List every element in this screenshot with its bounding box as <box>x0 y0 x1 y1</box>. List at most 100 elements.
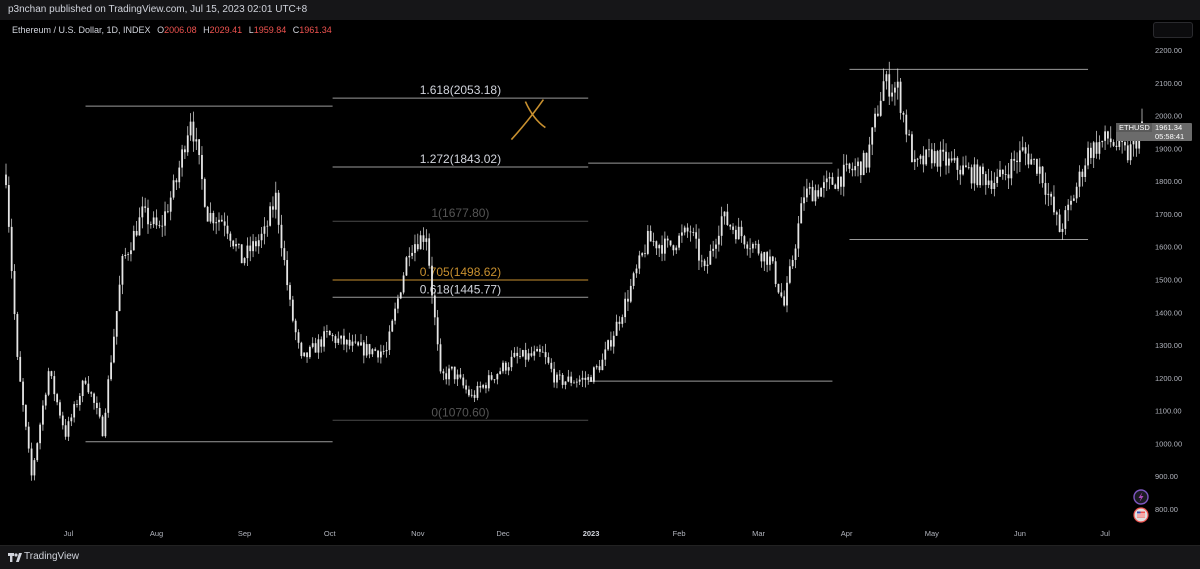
candle-body <box>754 243 757 245</box>
candle-body <box>391 320 394 332</box>
candle-body <box>428 238 431 266</box>
candle-body <box>78 396 81 405</box>
candle-body <box>547 357 550 363</box>
candle-body <box>192 121 195 142</box>
candle-body <box>186 135 189 153</box>
candle-body <box>1033 159 1035 160</box>
candle-body <box>874 113 876 128</box>
candle-body <box>769 256 771 265</box>
candle-body <box>681 232 683 236</box>
price-chart[interactable]: 800.00 900.00 1000.00 1100.00 1200.00 1300.00… <box>0 0 1200 545</box>
candle-body <box>621 317 624 324</box>
price-tick-label: 1400.00 <box>1155 308 1182 317</box>
candle-body <box>252 241 254 252</box>
candle-body <box>286 260 289 286</box>
candle-body <box>717 235 720 245</box>
symbol-legend[interactable]: Ethereum / U.S. Dollar, 1D, INDEX O2006.… <box>12 25 332 35</box>
candle-body <box>669 240 672 246</box>
candle-body <box>837 176 840 189</box>
candle-body <box>249 245 252 252</box>
time-tick-label: Aug <box>150 529 163 538</box>
candle-body <box>556 374 558 383</box>
candle-body <box>232 240 235 247</box>
candle-body <box>729 224 732 227</box>
candle-body <box>399 292 402 299</box>
chart-frame[interactable] <box>0 20 1200 545</box>
candle-body <box>740 226 743 237</box>
candle-body <box>720 216 723 236</box>
time-tick-label: Oct <box>324 529 337 538</box>
fib-level-label: 0.705(1498.62) <box>420 265 501 279</box>
candle-body <box>422 235 425 242</box>
price-tag-symbol: ETHUSD <box>1119 123 1150 132</box>
candle-body <box>737 226 740 240</box>
flag-badge[interactable] <box>1133 507 1149 523</box>
candle-body <box>22 381 24 406</box>
candle-body <box>1064 210 1067 229</box>
candle-body <box>1004 174 1007 175</box>
candle-body <box>913 159 916 163</box>
candle-body <box>607 340 609 350</box>
candle-body <box>212 212 215 224</box>
candle-body <box>865 152 868 168</box>
fib-level-label: 1.272(1843.02) <box>420 152 501 166</box>
candle-body <box>110 362 112 380</box>
candle-body <box>450 366 453 369</box>
candle-body <box>777 283 780 293</box>
candle-body <box>201 155 203 180</box>
high-value: 2029.41 <box>209 25 243 35</box>
candle-body <box>930 149 933 164</box>
candle-body <box>831 177 834 185</box>
time-tick-label: Feb <box>673 529 686 538</box>
candle-body <box>749 248 751 250</box>
candle-body <box>382 351 385 352</box>
price-tick-label: 2100.00 <box>1155 79 1182 88</box>
candle-body <box>615 321 618 336</box>
candle-body <box>283 248 286 261</box>
candle-body <box>468 389 470 396</box>
candle-body <box>1016 160 1018 163</box>
candle-body <box>1092 142 1095 158</box>
candle-body <box>7 185 10 227</box>
time-tick-label: Nov <box>411 529 425 538</box>
candle-body <box>567 376 570 382</box>
candle-body <box>544 352 547 358</box>
candle-body <box>967 167 970 169</box>
candle-body <box>1115 145 1118 147</box>
candle-body <box>655 241 658 249</box>
candle-body <box>362 342 365 356</box>
candle-body <box>453 366 456 380</box>
candle-body <box>240 244 243 264</box>
candle-body <box>331 335 334 337</box>
candle-body <box>811 186 814 202</box>
tradingview-logo-icon <box>8 553 22 562</box>
candle-body <box>394 308 396 321</box>
candle-body <box>348 339 351 346</box>
candle-body <box>36 443 39 461</box>
candle-body <box>502 362 504 372</box>
price-tag-price: 1961.34 <box>1155 123 1182 132</box>
candle-body <box>161 225 164 227</box>
candle-body <box>198 139 201 156</box>
candle-body <box>627 298 629 302</box>
candle-body <box>16 314 19 357</box>
candle-body <box>144 206 147 208</box>
candle-body <box>175 180 178 183</box>
chart-settings-button[interactable] <box>1153 22 1193 38</box>
candle-body <box>953 157 956 161</box>
candle-body <box>138 217 141 236</box>
candle-body <box>289 285 291 300</box>
candle-body <box>820 188 822 197</box>
candle-body <box>908 134 911 136</box>
candle-body <box>1084 165 1087 177</box>
candle-body <box>95 402 98 409</box>
candle-body <box>493 379 496 381</box>
candle-body <box>181 149 183 168</box>
candle-body <box>203 179 206 207</box>
candle-body <box>487 375 490 389</box>
lightning-badge[interactable] <box>1133 489 1149 505</box>
time-tick-label: Sep <box>238 529 251 538</box>
candle-body <box>1007 174 1010 179</box>
candle-body <box>402 275 405 293</box>
candle-body <box>300 342 303 357</box>
